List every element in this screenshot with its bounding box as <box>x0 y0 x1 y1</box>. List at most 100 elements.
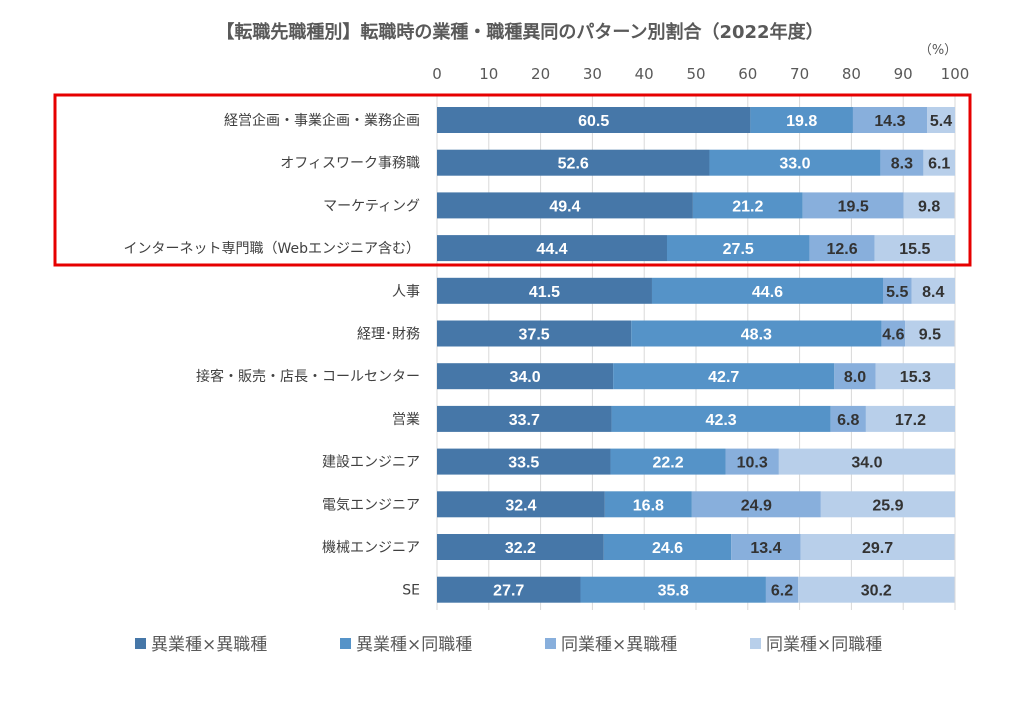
bar-segment <box>631 320 882 347</box>
data-label: 49.4 <box>549 198 580 215</box>
grid: 0 10 20 30 40 50 60 70 80 90 100 <box>432 65 969 610</box>
bar-segment <box>852 107 928 133</box>
category-label: オフィスワーク事務職 <box>280 156 420 172</box>
bar-segment <box>881 320 906 347</box>
x-tick-label: 80 <box>842 65 861 83</box>
data-label: 16.8 <box>633 497 664 514</box>
bar-segment <box>923 149 955 176</box>
category-label: 建設エンジニア <box>322 455 420 471</box>
legend-swatch <box>340 638 351 649</box>
category-label: マーケティング <box>323 198 420 214</box>
data-label: 8.4 <box>922 284 944 301</box>
bar-segment <box>731 534 801 560</box>
bar-segment <box>882 277 912 304</box>
x-tick-label: 20 <box>531 65 550 83</box>
data-label: 12.6 <box>827 241 858 258</box>
bar-segment <box>809 235 875 262</box>
x-tick-label: 90 <box>894 65 913 83</box>
x-tick-label: 0 <box>432 65 442 83</box>
bar-segment <box>611 405 831 432</box>
bar-segment <box>765 576 799 603</box>
unit-label: （%） <box>919 43 957 58</box>
category-label: SE <box>402 583 420 599</box>
x-tick-label: 10 <box>479 65 498 83</box>
data-label: 25.9 <box>872 497 903 514</box>
data-label: 24.9 <box>741 497 772 514</box>
bar-segment <box>802 192 904 219</box>
data-label: 60.5 <box>578 113 609 130</box>
data-label: 34.0 <box>509 369 540 386</box>
chart-title: 【転職先職種別】転職時の業種・職種異同のパターン別割合（2022年度） <box>216 21 823 43</box>
bar-segment <box>903 192 955 219</box>
data-label: 35.8 <box>658 583 689 600</box>
category-label: 経営企画・事業企画・業務企画 <box>224 112 420 129</box>
data-label: 41.5 <box>529 284 560 301</box>
bar-segment <box>437 277 652 304</box>
category-label: 接客・販売・店長・コールセンター <box>196 368 420 385</box>
data-label: 44.6 <box>752 284 783 301</box>
bar-segment <box>651 277 883 304</box>
data-label: 37.5 <box>519 327 550 344</box>
category-label: インターネット専門職（Webエンジニア含む） <box>123 241 420 257</box>
data-label: 5.5 <box>886 284 908 301</box>
x-tick-label: 50 <box>686 65 705 83</box>
bar-segment <box>437 534 604 560</box>
data-label: 15.5 <box>899 241 930 258</box>
data-label: 15.3 <box>900 369 931 386</box>
x-tick-label: 70 <box>790 65 809 83</box>
data-label: 33.5 <box>508 455 539 472</box>
bar-segment <box>437 235 667 262</box>
data-label: 22.2 <box>652 455 683 472</box>
data-label: 19.8 <box>786 113 817 130</box>
legend-label: 同業種×異職種 <box>561 635 677 655</box>
bar-segment <box>437 192 693 219</box>
bar-segment <box>580 576 766 603</box>
legend-swatch <box>135 638 146 649</box>
bar-segment <box>875 363 955 390</box>
category-label: 電気エンジニア <box>322 497 420 513</box>
legend: 異業種×異職種 異業種×同職種 同業種×異職種 同業種×同職種 <box>135 635 882 655</box>
data-label: 27.7 <box>493 583 524 600</box>
bar-segment <box>911 277 955 304</box>
bar-segment <box>725 448 779 475</box>
data-label: 30.2 <box>861 583 892 600</box>
data-label: 6.1 <box>928 156 950 173</box>
legend-label: 異業種×異職種 <box>151 635 267 655</box>
data-label: 8.0 <box>844 369 866 386</box>
x-tick-label: 30 <box>583 65 602 83</box>
data-label: 9.8 <box>918 198 940 215</box>
bar-segment <box>604 491 692 518</box>
bar-segment <box>437 491 605 518</box>
data-label: 44.4 <box>536 241 567 258</box>
data-label: 17.2 <box>895 412 926 429</box>
bar-segment <box>437 448 611 475</box>
bar-segment <box>691 491 821 518</box>
data-label: 32.2 <box>505 540 536 557</box>
bars: 経営企画・事業企画・業務企画 60.5 19.8 14.3 5.4 オフィスワーク事務職 5… <box>123 107 955 603</box>
data-label: 42.7 <box>708 369 739 386</box>
data-label: 33.7 <box>509 412 540 429</box>
bar-segment <box>692 192 803 219</box>
bar-segment <box>437 405 612 432</box>
data-label: 19.5 <box>838 198 869 215</box>
data-label: 33.0 <box>779 156 810 173</box>
data-label: 9.5 <box>919 327 941 344</box>
bar-segment <box>834 363 876 390</box>
data-label: 13.4 <box>750 540 781 557</box>
data-label: 27.5 <box>723 241 754 258</box>
data-label: 34.0 <box>851 455 882 472</box>
category-label: 営業 <box>392 412 420 428</box>
legend-label: 異業種×同職種 <box>356 635 472 655</box>
data-label: 52.6 <box>558 156 589 173</box>
bar-segment <box>437 149 710 176</box>
bar-segment <box>874 235 955 262</box>
bar-segment <box>865 405 955 432</box>
bar-segment <box>880 149 924 176</box>
bar-segment <box>750 107 853 133</box>
data-label: 6.8 <box>837 412 859 429</box>
bar-segment <box>437 107 751 133</box>
data-label: 14.3 <box>874 113 905 130</box>
data-label: 6.2 <box>771 583 793 600</box>
bar-segment <box>437 320 632 347</box>
